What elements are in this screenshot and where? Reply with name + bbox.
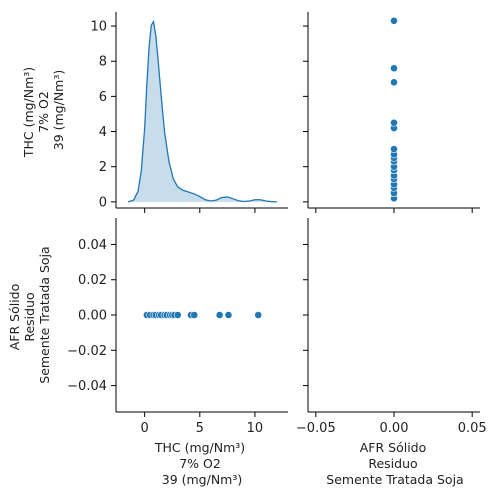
top-left-y-tick-label: 2 bbox=[99, 160, 107, 175]
scatter-point bbox=[390, 118, 398, 127]
panel-thc-vs-afr bbox=[303, 12, 480, 213]
scatter-point bbox=[254, 311, 263, 319]
bottom-left-x-tick-label: 10 bbox=[247, 421, 264, 436]
y-axis-label-thc-line-2: 7% O2 bbox=[36, 91, 51, 133]
top-left-y-tick-label: 0 bbox=[99, 195, 107, 210]
bottom-left-y-tick-label: 0.04 bbox=[78, 238, 107, 253]
panel-thc-density: 0 2 4 6 8 10 bbox=[90, 12, 288, 213]
panel-afr-vs-thc: 0 5 10 −0.04 −0.02 0.00 0.02 0.04 bbox=[67, 218, 288, 436]
x-axis-label-afr: AFR Sólido Residuo Semente Tratada Soja bbox=[326, 440, 463, 487]
scatter-point bbox=[190, 311, 199, 319]
scatter-point bbox=[224, 311, 233, 319]
top-left-y-tick-label: 6 bbox=[99, 90, 107, 105]
x-axis-label-afr-line-3: Semente Tratada Soja bbox=[326, 472, 463, 487]
bottom-right-x-tick-label: 0.05 bbox=[458, 421, 487, 436]
x-axis-label-thc-line-1: THC (mg/Nm³) bbox=[154, 440, 245, 455]
bottom-right-x-tick-label: −0.05 bbox=[296, 421, 336, 436]
y-axis-label-afr-line-1: AFR Sólido bbox=[7, 284, 22, 351]
x-axis-label-afr-line-2: Residuo bbox=[368, 456, 417, 471]
scatter-point bbox=[390, 145, 398, 154]
y-axis-label-thc-line-1: THC (mg/Nm³) bbox=[21, 67, 36, 158]
x-axis-label-thc-line-2: 7% O2 bbox=[179, 456, 221, 471]
kde-area bbox=[128, 21, 277, 202]
y-axis-label-afr-line-3: Semente Tratada Soja bbox=[37, 246, 52, 383]
bottom-left-x-tick-label: 0 bbox=[141, 421, 149, 436]
scatter-point bbox=[173, 311, 182, 319]
bottom-left-y-tick-label: 0.00 bbox=[78, 309, 107, 324]
top-left-y-tick-label: 4 bbox=[99, 125, 107, 140]
scatter-point bbox=[390, 16, 398, 25]
panel-afr-empty: −0.05 0.00 0.05 bbox=[296, 218, 487, 436]
y-axis-label-afr-line-2: Residuo bbox=[22, 292, 37, 341]
bottom-left-y-tick-label: −0.04 bbox=[67, 379, 107, 394]
bottom-left-y-tick-label: 0.02 bbox=[78, 273, 107, 288]
y-axis-label-thc-line-3: 39 (mg/Nm³) bbox=[51, 70, 66, 151]
kde-line bbox=[127, 19, 277, 203]
x-axis-label-thc-line-3: 39 (mg/Nm³) bbox=[162, 472, 243, 487]
scatter-point bbox=[215, 311, 224, 319]
bottom-right-x-tick-label: 0.00 bbox=[380, 421, 409, 436]
x-axis-label-thc: THC (mg/Nm³) 7% O2 39 (mg/Nm³) bbox=[154, 440, 249, 487]
top-left-y-tick-label: 10 bbox=[90, 20, 107, 35]
y-axis-label-thc: THC (mg/Nm³) 7% O2 39 (mg/Nm³) bbox=[21, 63, 66, 158]
scatter-point bbox=[390, 78, 398, 87]
bottom-left-x-tick-label: 5 bbox=[196, 421, 204, 436]
bottom-left-y-tick-label: −0.02 bbox=[67, 344, 107, 359]
y-axis-label-afr: AFR Sólido Residuo Semente Tratada Soja bbox=[7, 246, 52, 383]
x-axis-label-afr-line-1: AFR Sólido bbox=[360, 440, 427, 455]
scatter-point bbox=[390, 64, 398, 73]
top-left-y-tick-label: 8 bbox=[99, 55, 107, 70]
